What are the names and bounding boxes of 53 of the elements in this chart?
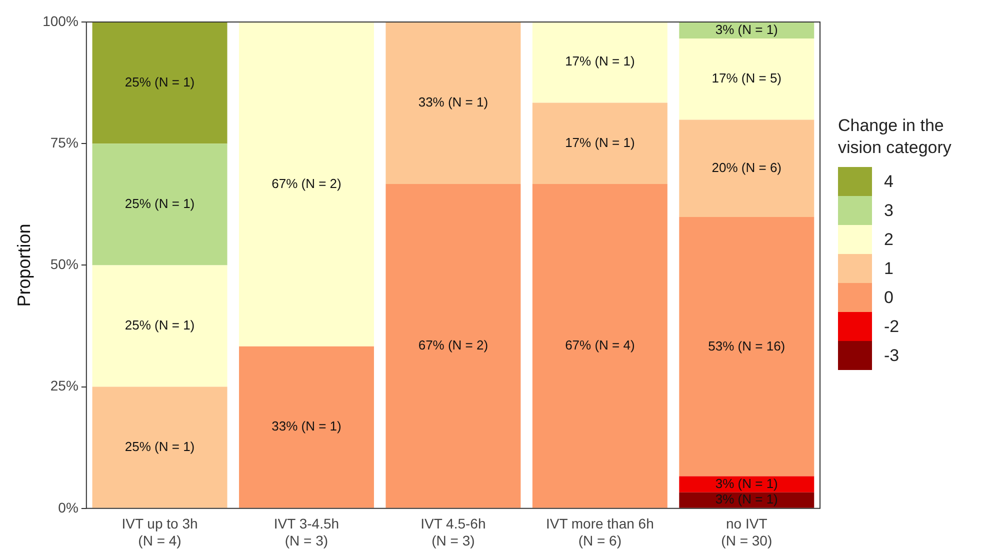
bar	[386, 22, 521, 184]
legend-label: 4	[884, 172, 894, 192]
bar	[679, 492, 814, 508]
data-label: 17% (N = 1)	[565, 134, 635, 150]
data-label: 20% (N = 6)	[712, 160, 782, 175]
legend-title: Change in the vision category	[838, 115, 952, 159]
legend-label: 0	[884, 288, 894, 308]
bar	[532, 102, 668, 184]
data-label: 3% (N = 1)	[715, 22, 778, 38]
bar	[679, 120, 814, 218]
legend-label: 3	[884, 200, 894, 220]
y-tick-label: 100%	[42, 12, 78, 29]
data-label: 3% (N = 1)	[715, 476, 778, 491]
legend-label: 2	[884, 230, 894, 250]
bar	[679, 476, 814, 492]
data-label: 67% (N = 4)	[565, 338, 635, 353]
bar	[92, 144, 228, 266]
x-tick-label: IVT 4.5-6h (N = 3)	[420, 516, 486, 548]
bar	[238, 346, 374, 508]
data-label: 33% (N = 1)	[272, 418, 342, 434]
data-label: 3% (N = 1)	[715, 492, 778, 507]
data-label: 25% (N = 1)	[124, 438, 195, 454]
bar	[532, 184, 668, 508]
x-tick-label: IVT 3-4.5h (N = 3)	[274, 516, 340, 548]
bar	[679, 22, 814, 39]
y-tick-label: 0%	[58, 499, 78, 516]
data-label: 25% (N = 1)	[124, 74, 195, 90]
bar	[386, 184, 521, 508]
bar	[238, 22, 374, 346]
legend-label: -3	[884, 346, 900, 366]
x-tick-label: IVT up to 3h (N = 4)	[122, 516, 198, 548]
data-label: 17% (N = 5)	[712, 70, 782, 86]
data-label: 25% (N = 1)	[124, 196, 195, 211]
y-tick-label: 50%	[50, 256, 78, 272]
data-label: 17% (N = 1)	[565, 54, 635, 69]
bar	[92, 265, 228, 387]
bar	[679, 38, 814, 120]
bar	[92, 386, 228, 508]
y-tick-label: 25%	[50, 378, 78, 394]
data-label: 67% (N = 2)	[272, 176, 342, 191]
data-label: 67% (N = 2)	[418, 338, 488, 353]
x-tick-label: IVT more than 6h (N = 6)	[546, 516, 654, 548]
data-label: 33% (N = 1)	[418, 94, 488, 110]
x-tick-label: no IVT (N = 30)	[721, 516, 772, 548]
legend-label: -2	[884, 316, 900, 336]
data-label: 53% (N = 16)	[708, 338, 786, 354]
data-label: 25% (N = 1)	[124, 318, 195, 333]
bar	[92, 22, 228, 144]
y-axis-title: Proportion	[14, 224, 34, 307]
y-tick-label: 75%	[50, 134, 78, 150]
legend-label: 1	[884, 258, 894, 278]
bar	[679, 217, 814, 476]
bar	[532, 22, 668, 103]
